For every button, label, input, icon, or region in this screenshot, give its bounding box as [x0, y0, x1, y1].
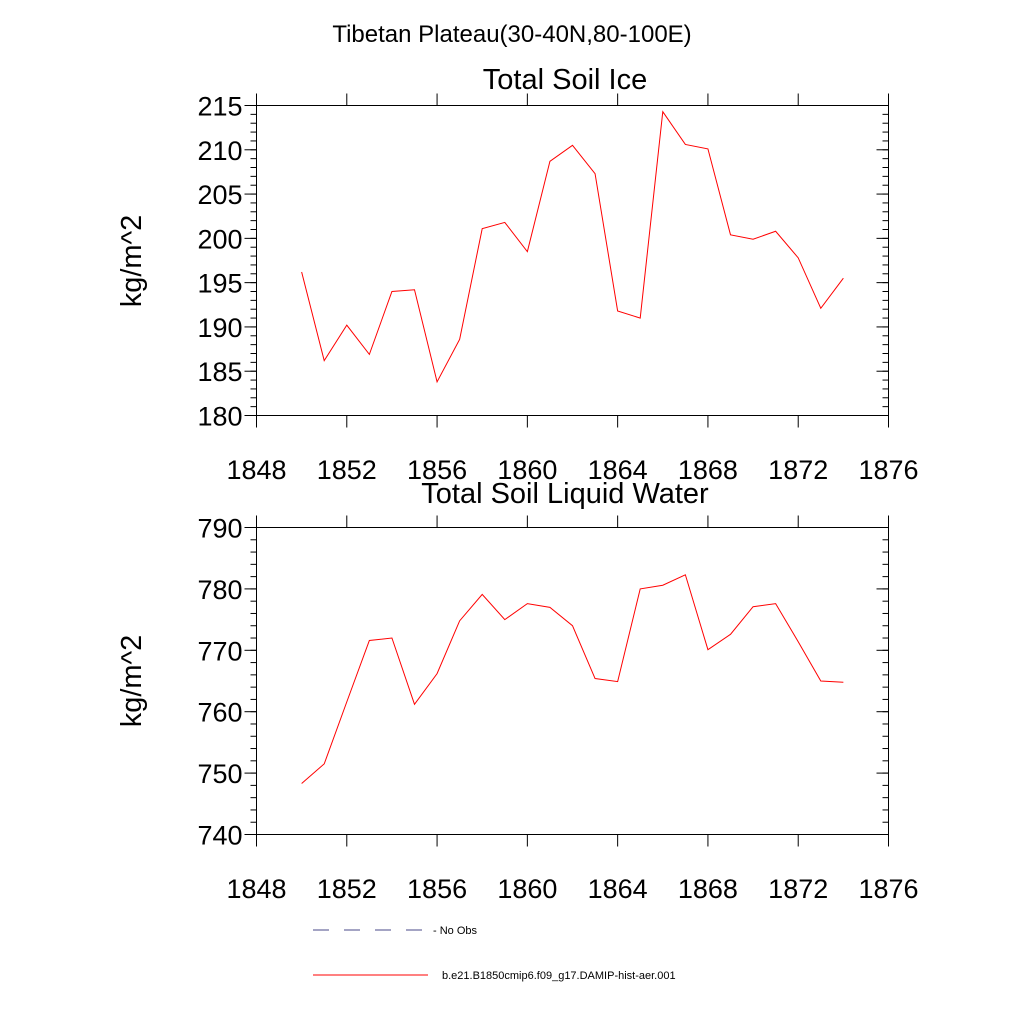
plot-frame — [256, 527, 889, 835]
y-tick-label: 205 — [197, 180, 242, 210]
page-title: Tibetan Plateau(30-40N,80-100E) — [332, 21, 691, 48]
x-tick-label: 1848 — [226, 874, 286, 904]
x-tick-label: 1864 — [588, 874, 648, 904]
y-tick-label: 790 — [197, 514, 242, 544]
x-tick-label: 1856 — [407, 455, 467, 485]
x-tick-label: 1852 — [317, 874, 377, 904]
x-tick-label: 1860 — [497, 874, 557, 904]
tick-marks — [244, 515, 889, 847]
tick-labels: 1848 1852 1856 1860 1864 1868 1872 1876 740 750 76… — [197, 514, 918, 905]
chart-title: Total Soil Liquid Water — [421, 478, 709, 510]
y-tick-label: 750 — [197, 759, 242, 789]
soil-ice-chart: Total Soil Ice 1848 1852 1856 1860 1864 1868 1… — [116, 64, 919, 485]
series-line — [301, 110, 844, 384]
tick-marks — [244, 93, 889, 428]
legend: - No Obs b.e21.B1850cmip6.f09_g17.DAMIP-… — [313, 925, 676, 982]
plot-frame — [256, 105, 889, 416]
tick-labels: 1848 1852 1856 1860 1864 1868 1872 1876 180 185 19… — [197, 92, 918, 486]
y-tick-label: 740 — [197, 821, 242, 851]
x-tick-label: 1872 — [768, 874, 828, 904]
x-tick-label: 1868 — [678, 455, 738, 485]
legend-no-obs-label: - No Obs — [433, 925, 478, 937]
y-tick-label: 185 — [197, 357, 242, 387]
series-line — [301, 574, 844, 784]
y-tick-label: 780 — [197, 575, 242, 605]
y-tick-label: 190 — [197, 313, 242, 343]
x-tick-label: 1860 — [497, 455, 557, 485]
x-tick-label: 1856 — [407, 874, 467, 904]
x-tick-label: 1876 — [858, 874, 918, 904]
x-tick-label: 1864 — [588, 455, 648, 485]
y-tick-label: 760 — [197, 698, 242, 728]
y-tick-label: 180 — [197, 402, 242, 432]
series-group — [301, 574, 844, 784]
y-tick-label: 770 — [197, 636, 242, 666]
y-tick-label: 195 — [197, 269, 242, 299]
legend-series-label: b.e21.B1850cmip6.f09_g17.DAMIP-hist-aer.… — [442, 970, 676, 982]
series-group — [301, 110, 844, 384]
x-tick-label: 1868 — [678, 874, 738, 904]
x-tick-label: 1876 — [858, 455, 918, 485]
y-tick-label: 215 — [197, 92, 242, 122]
x-tick-label: 1848 — [226, 455, 286, 485]
y-tick-label: 210 — [197, 136, 242, 166]
x-tick-label: 1872 — [768, 455, 828, 485]
x-tick-label: 1852 — [317, 455, 377, 485]
y-tick-label: 200 — [197, 224, 242, 254]
y-axis-label: kg/m^2 — [116, 635, 148, 728]
soil-liquid-water-chart: Total Soil Liquid Water 1848 1852 1856 1860… — [116, 478, 919, 904]
y-axis-label: kg/m^2 — [116, 215, 148, 308]
chart-title: Total Soil Ice — [483, 64, 647, 96]
